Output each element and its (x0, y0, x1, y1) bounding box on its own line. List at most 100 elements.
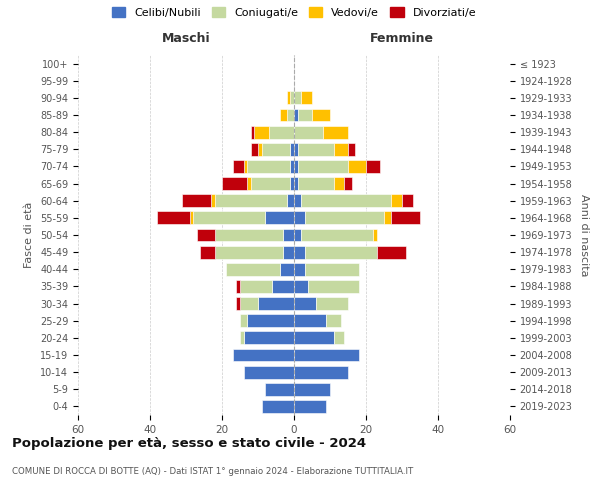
Bar (211, 194, 215, 207)
Bar (294, 246, 305, 258)
Bar (294, 383, 330, 396)
Bar (233, 348, 294, 362)
Bar (247, 160, 290, 173)
Bar (334, 177, 344, 190)
Text: COMUNE DI ROCCA DI BOTTE (AQ) - Dati ISTAT 1° gennaio 2024 - Elaborazione TUTTIT: COMUNE DI ROCCA DI BOTTE (AQ) - Dati IST… (12, 468, 413, 476)
Bar (301, 92, 312, 104)
Bar (236, 297, 240, 310)
Bar (326, 314, 341, 327)
Y-axis label: Anni di nascita: Anni di nascita (579, 194, 589, 276)
Bar (247, 177, 251, 190)
Bar (244, 366, 294, 378)
Bar (301, 228, 373, 241)
Bar (244, 332, 294, 344)
Bar (298, 177, 334, 190)
Bar (344, 177, 352, 190)
Bar (222, 177, 247, 190)
Bar (193, 212, 265, 224)
Bar (316, 297, 348, 310)
Bar (294, 348, 359, 362)
Bar (287, 108, 294, 122)
Bar (290, 92, 294, 104)
Bar (348, 160, 366, 173)
Bar (262, 143, 290, 156)
Bar (305, 263, 359, 276)
Bar (251, 177, 290, 190)
Bar (283, 246, 294, 258)
Bar (384, 212, 391, 224)
Bar (298, 143, 334, 156)
Bar (294, 228, 301, 241)
Bar (290, 177, 294, 190)
Bar (294, 332, 334, 344)
Bar (391, 212, 420, 224)
Bar (251, 143, 258, 156)
Bar (240, 280, 272, 293)
Bar (247, 314, 294, 327)
Bar (287, 194, 294, 207)
Bar (233, 160, 244, 173)
Bar (190, 212, 193, 224)
Text: Popolazione per età, sesso e stato civile - 2024: Popolazione per età, sesso e stato civil… (12, 438, 366, 450)
Bar (294, 263, 305, 276)
Bar (301, 194, 391, 207)
Bar (240, 314, 247, 327)
Bar (240, 297, 258, 310)
Bar (294, 160, 298, 173)
Bar (254, 126, 269, 138)
Bar (366, 160, 380, 173)
Bar (294, 177, 298, 190)
Bar (236, 280, 240, 293)
Text: Maschi: Maschi (161, 32, 211, 44)
Bar (269, 126, 294, 138)
Bar (226, 263, 280, 276)
Bar (294, 297, 316, 310)
Bar (294, 108, 298, 122)
Bar (280, 108, 287, 122)
Bar (348, 143, 355, 156)
Bar (334, 332, 344, 344)
Bar (391, 194, 402, 207)
Bar (283, 228, 294, 241)
Bar (323, 126, 348, 138)
Bar (197, 228, 215, 241)
Bar (312, 108, 330, 122)
Bar (298, 108, 312, 122)
Bar (294, 314, 326, 327)
Bar (373, 228, 377, 241)
Bar (290, 143, 294, 156)
Bar (182, 194, 211, 207)
Bar (294, 400, 326, 413)
Bar (294, 126, 323, 138)
Bar (294, 366, 348, 378)
Y-axis label: Fasce di età: Fasce di età (25, 202, 34, 268)
Bar (244, 160, 247, 173)
Text: Femmine: Femmine (370, 32, 434, 44)
Bar (305, 246, 377, 258)
Bar (240, 332, 244, 344)
Bar (272, 280, 294, 293)
Bar (157, 212, 190, 224)
Bar (294, 212, 305, 224)
Bar (262, 400, 294, 413)
Bar (334, 143, 348, 156)
Bar (258, 143, 262, 156)
Legend: Celibi/Nubili, Coniugati/e, Vedovi/e, Divorziati/e: Celibi/Nubili, Coniugati/e, Vedovi/e, Di… (107, 3, 481, 22)
Bar (290, 160, 294, 173)
Bar (258, 297, 294, 310)
Bar (377, 246, 406, 258)
Bar (265, 383, 294, 396)
Bar (294, 194, 301, 207)
Bar (305, 212, 384, 224)
Bar (298, 160, 348, 173)
Bar (308, 280, 359, 293)
Bar (280, 263, 294, 276)
Bar (215, 228, 283, 241)
Bar (251, 126, 254, 138)
Bar (215, 194, 287, 207)
Bar (200, 246, 215, 258)
Bar (215, 246, 283, 258)
Bar (294, 143, 298, 156)
Bar (287, 92, 290, 104)
Bar (294, 92, 301, 104)
